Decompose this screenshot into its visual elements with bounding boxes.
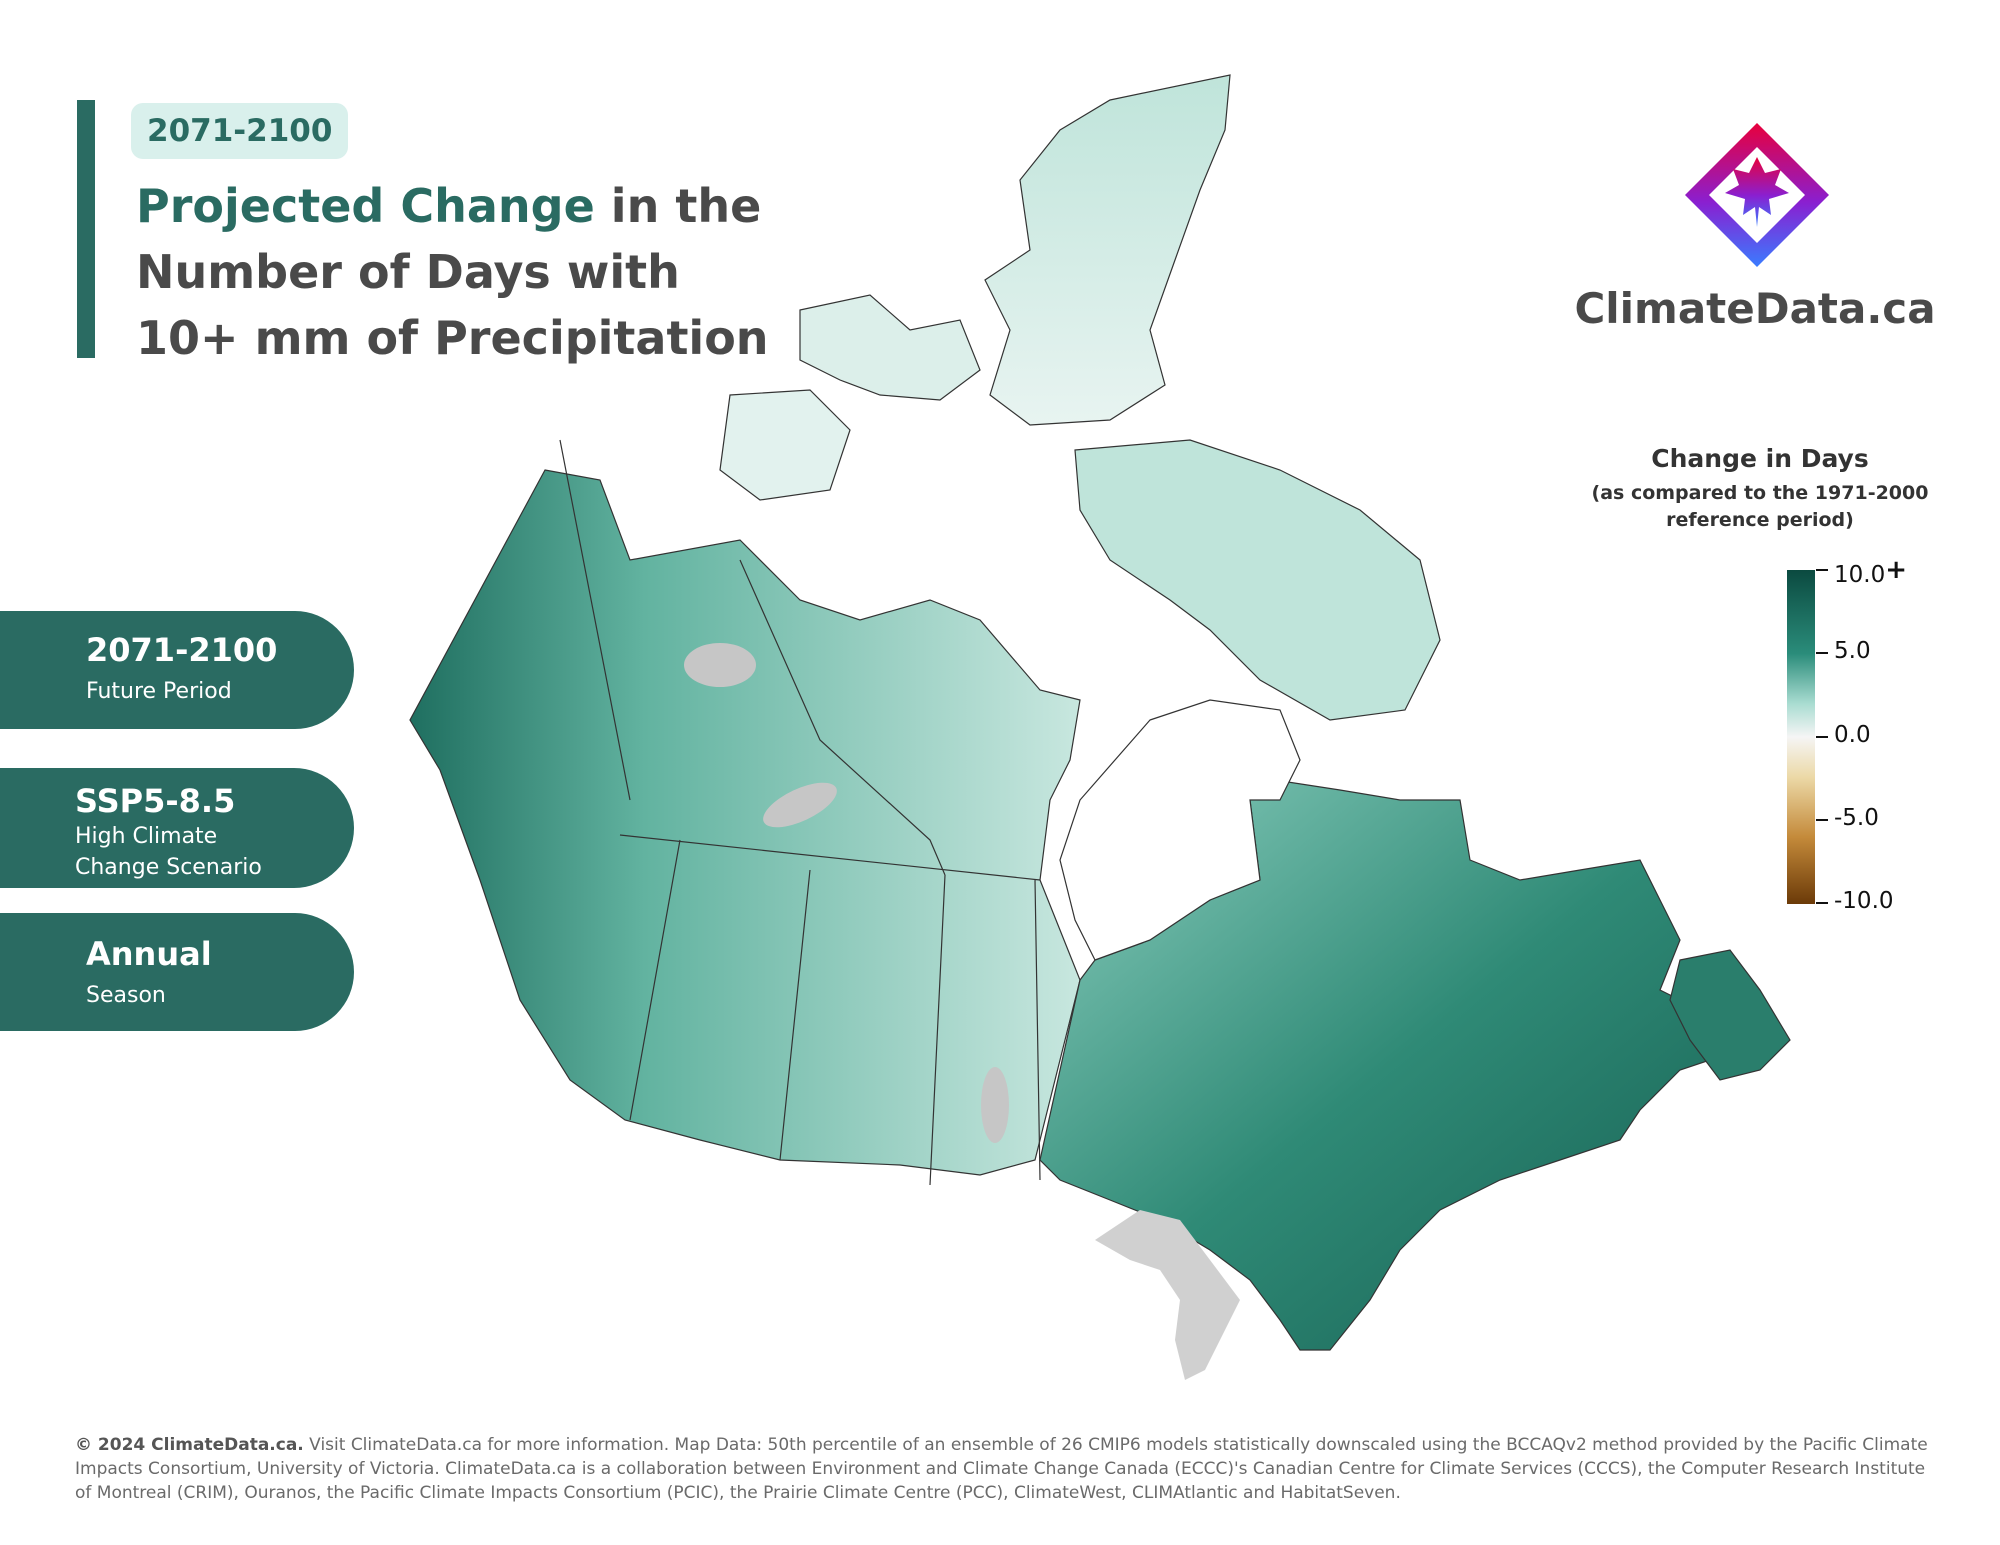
footer-credits: © 2024 ClimateData.ca. Visit ClimateData…	[75, 1433, 1945, 1505]
lake	[684, 643, 756, 687]
legend-title: Change in Days	[1651, 444, 1869, 473]
arctic-archipelago	[984, 74, 1231, 426]
pill-season-main: Annual	[86, 935, 212, 973]
pill-scenario: SSP5-8.5 High Climate Change Scenario	[0, 768, 354, 888]
footer-text: Visit ClimateData.ca for more informatio…	[75, 1435, 1928, 1503]
period-chip: 2071-2100	[131, 103, 349, 159]
mainland-west	[409, 469, 1081, 1176]
great-lakes	[1095, 1210, 1240, 1380]
legend-tick	[1816, 652, 1828, 654]
title-highlight: Projected Change	[136, 179, 595, 233]
lake	[981, 1067, 1009, 1143]
legend-tick-label: -5.0	[1834, 805, 1879, 831]
pill-period-sub: Future Period	[86, 679, 232, 704]
legend-tick-label: 10.0+	[1834, 555, 1908, 588]
legend-colorbar	[1787, 570, 1815, 904]
newfoundland	[1669, 949, 1791, 1081]
page-title: Projected Change in the Number of Days w…	[136, 173, 776, 371]
title-rest: in the Number of Days with 10+ mm of Pre…	[136, 179, 769, 365]
arctic-islands-west	[799, 294, 981, 401]
hudson-bay	[1059, 699, 1301, 961]
legend-tick-label: 0.0	[1834, 722, 1871, 748]
climatedata-logo	[1685, 123, 1829, 267]
lake	[763, 782, 837, 828]
legend-tick	[1816, 569, 1828, 571]
pill-period-main: 2071-2100	[86, 631, 278, 669]
pill-season: Annual Season	[0, 913, 354, 1031]
legend-subtitle: (as compared to the 1971-2000 reference …	[1591, 482, 1929, 531]
province-borders	[559, 439, 1041, 1186]
pill-season-sub: Season	[86, 983, 166, 1008]
pill-period: 2071-2100 Future Period	[0, 611, 354, 729]
legend-tick	[1816, 819, 1828, 821]
legend-top-suffix: +	[1885, 555, 1908, 585]
legend-tick	[1816, 736, 1828, 738]
legend-tick-label: 5.0	[1834, 638, 1871, 664]
victoria-island	[719, 389, 851, 501]
legend-tick-label: -10.0	[1834, 888, 1894, 914]
baffin-island	[1074, 439, 1441, 721]
brand-name: ClimateData.ca	[1574, 284, 1936, 333]
pill-scenario-sub: High Climate Change Scenario	[75, 824, 262, 880]
canada-map	[409, 74, 1791, 1380]
footer-copyright: © 2024 ClimateData.ca.	[75, 1435, 304, 1455]
pill-scenario-main: SSP5-8.5	[75, 782, 236, 820]
accent-bar	[77, 100, 95, 358]
legend-tick	[1816, 902, 1828, 904]
